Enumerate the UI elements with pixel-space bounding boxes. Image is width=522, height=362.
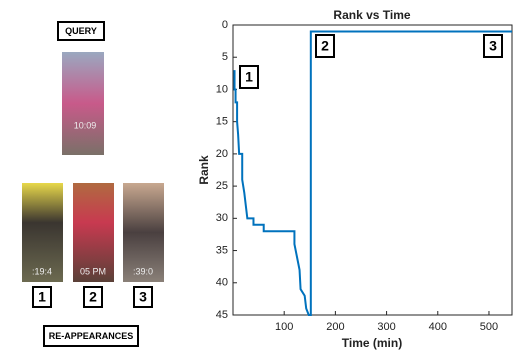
y-tick-label: 45 (216, 309, 228, 321)
timestamp: :39:0 (133, 266, 153, 276)
annotation: 1 (245, 69, 253, 85)
plot-area (232, 24, 513, 316)
annotation-box (239, 65, 259, 89)
y-tick-label: 15 (216, 116, 228, 128)
reappearances-label: RE-APPEARANCES (49, 331, 134, 341)
number-box (83, 286, 103, 308)
timestamp: 05 PM (80, 266, 106, 276)
label-box (57, 21, 105, 41)
data-line (233, 30, 512, 316)
x-tick-label: 500 (480, 321, 498, 333)
reappearance-image (73, 183, 114, 282)
y-tick-label: 35 (216, 244, 228, 256)
reappearance-number: 3 (139, 289, 147, 305)
reappearance-image (123, 183, 164, 282)
annotation: 2 (321, 38, 329, 54)
y-tick-label: 40 (216, 277, 228, 289)
x-tick-label: 200 (326, 321, 344, 333)
y-tick-label: 5 (222, 51, 228, 63)
annotation-box (315, 34, 335, 58)
reappearance-number: 1 (38, 289, 46, 305)
x-tick-label: 400 (429, 321, 447, 333)
number-box (133, 286, 153, 308)
y-tick-label: 10 (216, 83, 228, 95)
chart-title: Rank vs Time (333, 8, 410, 22)
label-box (43, 325, 139, 347)
annotation-box (483, 34, 503, 58)
reappearance-image (22, 183, 63, 282)
y-tick-label: 25 (216, 180, 228, 192)
query-image (62, 52, 104, 155)
timestamp: :19:4 (32, 266, 52, 276)
y-tick-label: 0 (222, 19, 228, 31)
y-axis-label: Rank (197, 155, 211, 185)
query-label: QUERY (65, 26, 97, 36)
x-axis-label: Time (min) (342, 336, 402, 350)
x-tick-label: 300 (377, 321, 395, 333)
x-tick-label: 100 (275, 321, 293, 333)
reappearance-number: 2 (89, 289, 97, 305)
y-tick-label: 30 (216, 212, 228, 224)
y-tick-label: 20 (216, 148, 228, 160)
timestamp: 10:09 (74, 120, 97, 130)
chart: Rank vs Time Time (min) Rank 0 5 10 15 20 25 3… (197, 8, 513, 350)
annotation: 3 (489, 38, 497, 54)
number-box (32, 286, 52, 308)
